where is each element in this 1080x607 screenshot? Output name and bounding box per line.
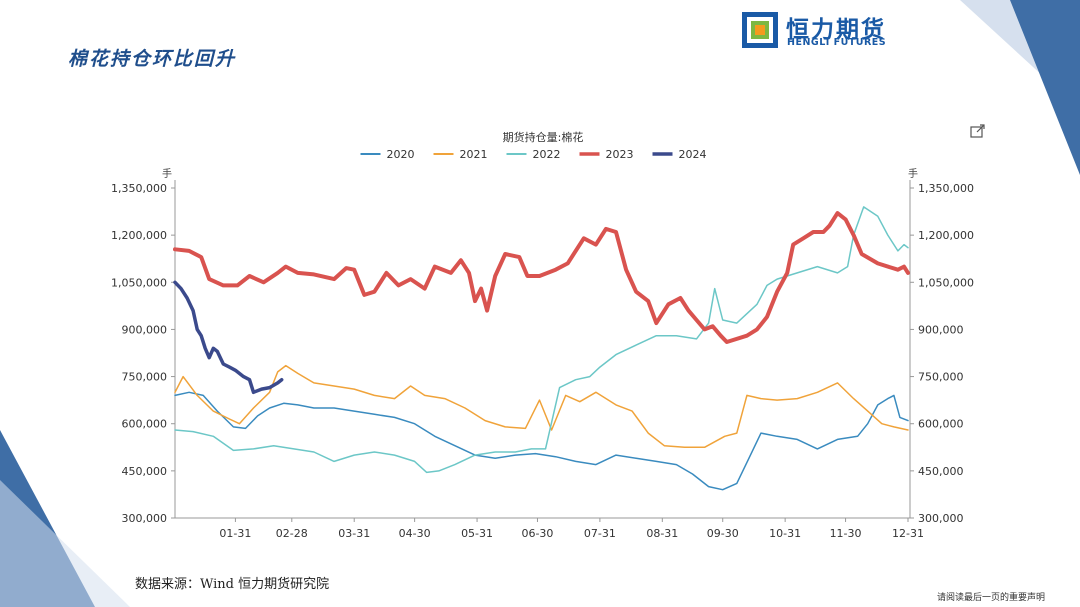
- x-tick-label: 05-31: [461, 527, 493, 540]
- y-tick-label-right: 300,000: [918, 512, 964, 525]
- company-logo: 恒力期货 HENGLI FUTURES: [742, 10, 912, 50]
- legend-label-2023: 2023: [606, 148, 634, 161]
- data-source-note: 数据来源：Wind 恒力期货研究院: [135, 577, 330, 592]
- y-tick-label-right: 600,000: [918, 418, 964, 431]
- y-tick-label-left: 450,000: [122, 465, 168, 478]
- export-icon[interactable]: [970, 124, 986, 138]
- logo-mark-icon: [742, 12, 778, 48]
- y-tick-label-right: 900,000: [918, 323, 964, 336]
- y-tick-label-left: 600,000: [122, 418, 168, 431]
- legend-label-2020: 2020: [387, 148, 415, 161]
- x-tick-label: 11-30: [830, 527, 862, 540]
- x-tick-label: 10-31: [769, 527, 801, 540]
- series-line-2023: [173, 211, 910, 344]
- legend-label-2021: 2021: [460, 148, 488, 161]
- chart-axes: 手 手 300,000 300,000 450,000 450,000 600,000 600…: [111, 167, 974, 540]
- chart-title: 期货持仓量:棉花: [503, 130, 584, 144]
- chart-series: [173, 206, 910, 491]
- x-tick-label: 09-30: [707, 527, 739, 540]
- y-axis-right-unit-label: 手: [908, 167, 918, 180]
- x-tick-label: 12-31: [892, 527, 924, 540]
- y-axis-left-unit-label: 手: [162, 167, 172, 180]
- series-line-2024: [173, 280, 284, 395]
- y-tick-label-left: 300,000: [122, 512, 168, 525]
- slide-title: 棉花持仓环比回升: [68, 48, 237, 70]
- series-line-2021: [174, 364, 909, 449]
- y-tick-label-right: 750,000: [918, 371, 964, 384]
- x-tick-label: 06-30: [521, 527, 553, 540]
- y-tick-label-left: 1,050,000: [111, 276, 167, 289]
- x-tick-label: 03-31: [338, 527, 370, 540]
- logo-chinese-name: 恒力期货: [786, 17, 886, 43]
- x-tick-label: 01-31: [219, 527, 251, 540]
- y-tick-label-left: 1,350,000: [111, 182, 167, 195]
- x-tick-label: 02-28: [276, 527, 308, 540]
- disclaimer-note: 请阅读最后一页的重要声明: [937, 593, 1046, 603]
- y-tick-label-right: 1,050,000: [918, 276, 974, 289]
- y-tick-label-left: 750,000: [122, 371, 168, 384]
- x-tick-label: 07-31: [584, 527, 616, 540]
- y-tick-label-left: 900,000: [122, 323, 168, 336]
- bottom-left-light-triangle: [0, 480, 130, 607]
- x-tick-label: 04-30: [399, 527, 431, 540]
- top-right-dark-triangle: [1010, 0, 1080, 175]
- y-tick-label-left: 1,200,000: [111, 229, 167, 242]
- y-tick-label-right: 1,350,000: [918, 182, 974, 195]
- chart-legend: 2020 2021 2022 2023 2024: [360, 148, 707, 161]
- legend-label-2024: 2024: [679, 148, 707, 161]
- series-line-2020: [174, 391, 909, 491]
- y-tick-label-right: 1,200,000: [918, 229, 974, 242]
- legend-label-2022: 2022: [533, 148, 561, 161]
- x-tick-label: 08-31: [646, 527, 678, 540]
- y-tick-label-right: 450,000: [918, 465, 964, 478]
- series-line-2022: [174, 206, 909, 474]
- logo-english-name: HENGLI FUTURES: [787, 37, 887, 48]
